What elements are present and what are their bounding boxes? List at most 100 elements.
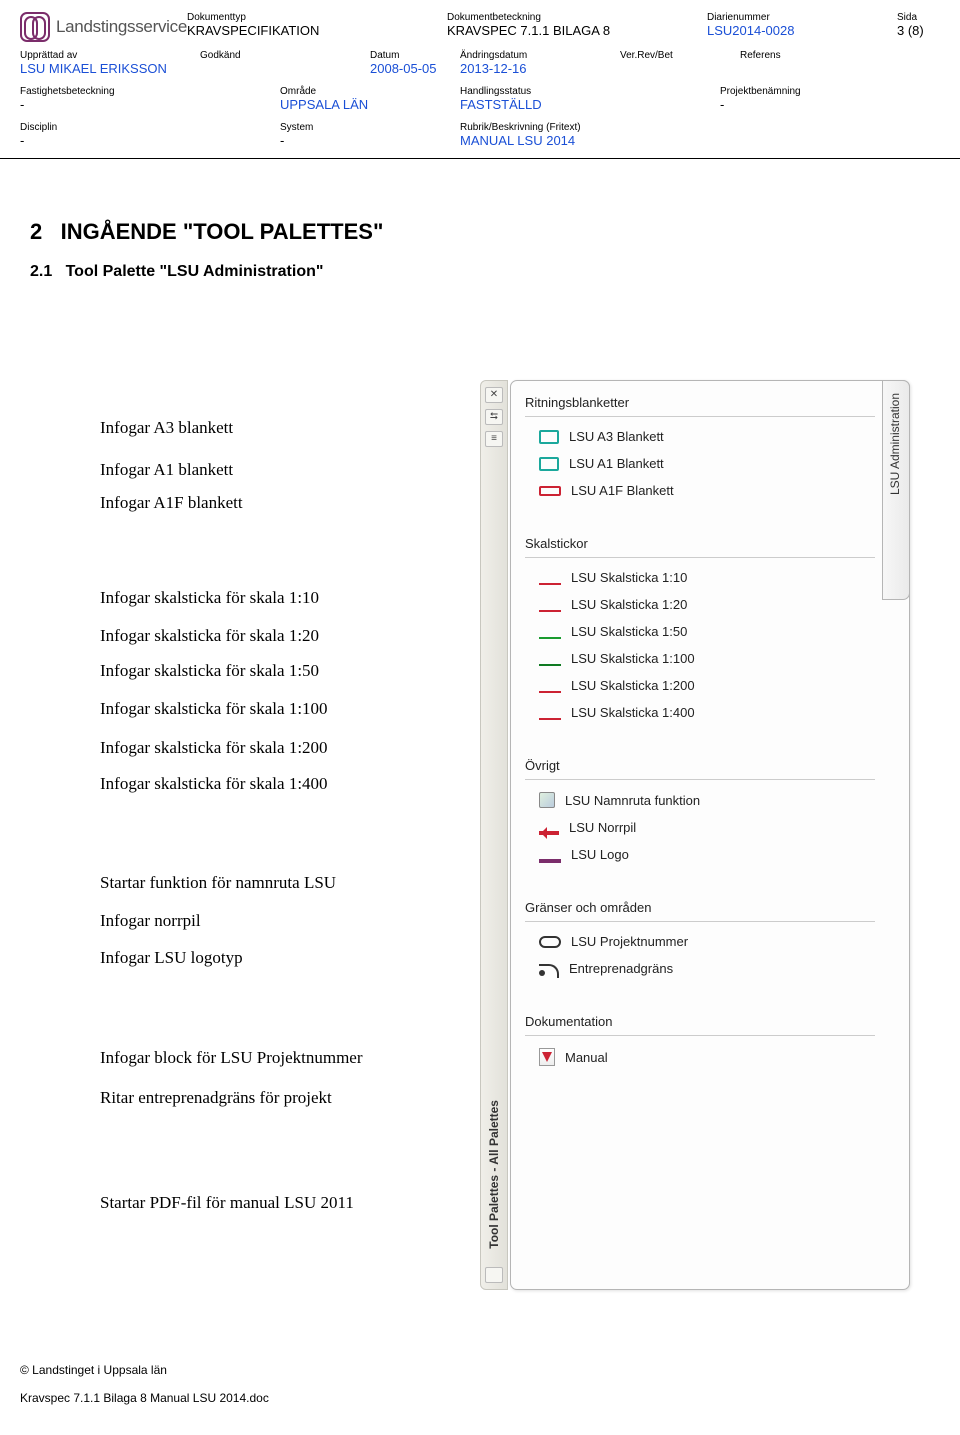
desc-line: Ritar entreprenadgräns för projekt <box>100 1085 363 1111</box>
palette-item-label: LSU Skalsticka 1:20 <box>571 597 687 612</box>
section-number: 2 <box>30 219 42 244</box>
desc-line: Infogar block för LSU Projektnummer <box>100 1045 363 1071</box>
meta-label: Fastighetsbeteckning <box>20 86 280 97</box>
meta-label: Projektbenämning <box>720 86 880 97</box>
section-title: INGÅENDE "TOOL PALETTES" <box>61 219 384 244</box>
palette-item-label: LSU A1 Blankett <box>569 456 664 471</box>
palette-item[interactable]: LSU Norrpil <box>521 814 879 841</box>
desc-line: Infogar skalsticka för skala 1:10 <box>100 585 328 611</box>
menu-icon[interactable]: ≡ <box>485 431 503 447</box>
palette-item[interactable]: LSU Namnruta funktion <box>521 786 879 814</box>
header-row-2: Upprättad av LSU MIKAEL ERIKSSON Godkänd… <box>0 42 960 76</box>
meta-value: 2013-12-16 <box>460 61 620 76</box>
desc-line: Infogar skalsticka för skala 1:100 <box>100 696 328 722</box>
palette-item-label: LSU Skalsticka 1:400 <box>571 705 695 720</box>
blank-icon <box>539 457 559 471</box>
palette-rail-title: Tool Palettes - All Palettes <box>487 1100 501 1249</box>
meta-label: Dokumenttyp <box>187 12 447 23</box>
palette-item-label: LSU Skalsticka 1:200 <box>571 678 695 693</box>
group-divider <box>525 416 875 417</box>
desc-line: Infogar skalsticka för skala 1:200 <box>100 735 328 761</box>
meta-value: FASTSTÄLLD <box>460 97 720 112</box>
meta-label: Disciplin <box>20 122 280 133</box>
meta-value: 3 (8) <box>897 23 960 38</box>
meta-label: System <box>280 122 460 133</box>
palette-item-label: Manual <box>565 1050 608 1065</box>
properties-icon[interactable] <box>485 1267 503 1283</box>
pin-icon[interactable]: ⮀ <box>485 409 503 425</box>
palette-item-label: LSU Skalsticka 1:10 <box>571 570 687 585</box>
palette-item[interactable]: LSU A1F Blankett <box>521 477 879 504</box>
meta-label: Dokumentbeteckning <box>447 12 707 23</box>
function-icon <box>539 792 555 808</box>
group-divider <box>525 779 875 780</box>
desc-block-skal: Infogar skalsticka för skala 1:10 Infoga… <box>100 585 328 796</box>
meta-value: - <box>20 133 280 148</box>
meta-label: Referens <box>740 50 900 61</box>
subsection-title: Tool Palette "LSU Administration" <box>66 263 324 280</box>
meta-label: Sida <box>897 12 960 23</box>
meta-label: Handlingsstatus <box>460 86 720 97</box>
pdf-icon <box>539 1048 555 1066</box>
header-row-3: Fastighetsbeteckning - Område UPPSALA LÄ… <box>0 76 960 112</box>
palette-item[interactable]: Entreprenadgräns <box>521 955 879 982</box>
desc-line: Infogar skalsticka för skala 1:400 <box>100 771 328 797</box>
meta-value: 2008-05-05 <box>370 61 460 76</box>
palette-item[interactable]: LSU A3 Blankett <box>521 423 879 450</box>
desc-block-ovrigt: Startar funktion för namnruta LSU Infoga… <box>100 870 336 971</box>
desc-line: Infogar norrpil <box>100 908 336 934</box>
scale-icon <box>539 691 561 693</box>
page-footer: © Landstinget i Uppsala län Kravspec 7.1… <box>20 1363 269 1405</box>
palette-item[interactable]: LSU Logo <box>521 841 879 868</box>
desc-line: Startar PDF-fil för manual LSU 2011 <box>100 1190 354 1216</box>
palette-item-label: LSU Logo <box>571 847 629 862</box>
desc-line: Infogar A3 blankett <box>100 415 243 441</box>
palette-item[interactable]: LSU Skalsticka 1:100 <box>521 645 879 672</box>
palette-item[interactable]: LSU Skalsticka 1:200 <box>521 672 879 699</box>
palette-item[interactable]: LSU Skalsticka 1:10 <box>521 564 879 591</box>
header-row-4: Disciplin - System - Rubrik/Beskrivning … <box>0 112 960 154</box>
palette-item[interactable]: LSU Skalsticka 1:50 <box>521 618 879 645</box>
group-divider <box>525 921 875 922</box>
group-title: Skalstickor <box>521 530 879 555</box>
scale-icon <box>539 610 561 612</box>
palette-item-label: LSU Namnruta funktion <box>565 793 700 808</box>
palette-tab-label: LSU Administration <box>888 393 902 495</box>
meta-label: Upprättad av <box>20 50 200 61</box>
scale-icon <box>539 583 561 585</box>
meta-label: Diarienummer <box>707 12 897 23</box>
org-logo-block: Landstingsservice <box>20 12 187 42</box>
palette-item[interactable]: LSU Skalsticka 1:20 <box>521 591 879 618</box>
palette-item[interactable]: LSU Skalsticka 1:400 <box>521 699 879 726</box>
meta-value: - <box>280 133 460 148</box>
section-heading: 2 INGÅENDE "TOOL PALETTES" <box>30 219 930 245</box>
palette-tab[interactable]: LSU Administration <box>882 380 910 600</box>
subsection-heading: 2.1 Tool Palette "LSU Administration" <box>30 263 930 281</box>
palette-item-label: LSU A1F Blankett <box>571 483 674 498</box>
meta-value: KRAVSPEC 7.1.1 BILAGA 8 <box>447 23 707 38</box>
desc-block-dok: Startar PDF-fil för manual LSU 2011 <box>100 1190 354 1216</box>
project-number-icon <box>539 936 561 948</box>
desc-line: Infogar A1F blankett <box>100 490 243 516</box>
logo-icon <box>539 859 561 863</box>
org-name: Landstingsservice <box>56 17 187 37</box>
palette-item[interactable]: LSU Projektnummer <box>521 928 879 955</box>
palette-item[interactable]: LSU A1 Blankett <box>521 450 879 477</box>
palette-item-label: Entreprenadgräns <box>569 961 673 976</box>
palette-item-label: LSU Skalsticka 1:100 <box>571 651 695 666</box>
close-icon[interactable]: ✕ <box>485 387 503 403</box>
palette-item[interactable]: Manual <box>521 1042 879 1072</box>
palette-left-rail[interactable]: ✕ ⮀ ≡ Tool Palettes - All Palettes <box>480 380 508 1290</box>
meta-value: KRAVSPECIFIKATION <box>187 23 447 38</box>
meta-value: LSU2014-0028 <box>707 23 897 38</box>
palette-item-label: LSU Norrpil <box>569 820 636 835</box>
group-divider <box>525 557 875 558</box>
group-title: Övrigt <box>521 752 879 777</box>
palette-panel: LSU Administration Ritningsblanketter LS… <box>510 380 910 1290</box>
scale-icon <box>539 718 561 720</box>
desc-block-granser: Infogar block för LSU Projektnummer Rita… <box>100 1045 363 1110</box>
palette-item-label: LSU Skalsticka 1:50 <box>571 624 687 639</box>
meta-label: Rubrik/Beskrivning (Fritext) <box>460 122 860 133</box>
group-title: Gränser och områden <box>521 894 879 919</box>
doc-header: Landstingsservice Dokumenttyp KRAVSPECIF… <box>0 0 960 42</box>
